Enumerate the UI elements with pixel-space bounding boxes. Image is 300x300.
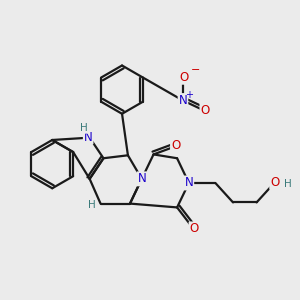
Text: N: N — [178, 94, 188, 107]
Text: N: N — [137, 172, 146, 185]
Text: O: O — [171, 140, 180, 152]
Text: N: N — [184, 176, 193, 190]
Text: O: O — [190, 222, 199, 236]
Text: O: O — [180, 71, 189, 84]
Text: −: − — [191, 64, 201, 75]
Text: O: O — [200, 104, 210, 117]
Text: H: H — [284, 179, 291, 189]
Text: H: H — [88, 200, 96, 210]
Text: +: + — [185, 90, 194, 100]
Text: O: O — [270, 176, 280, 189]
Text: N: N — [84, 130, 92, 143]
Text: H: H — [80, 123, 88, 133]
